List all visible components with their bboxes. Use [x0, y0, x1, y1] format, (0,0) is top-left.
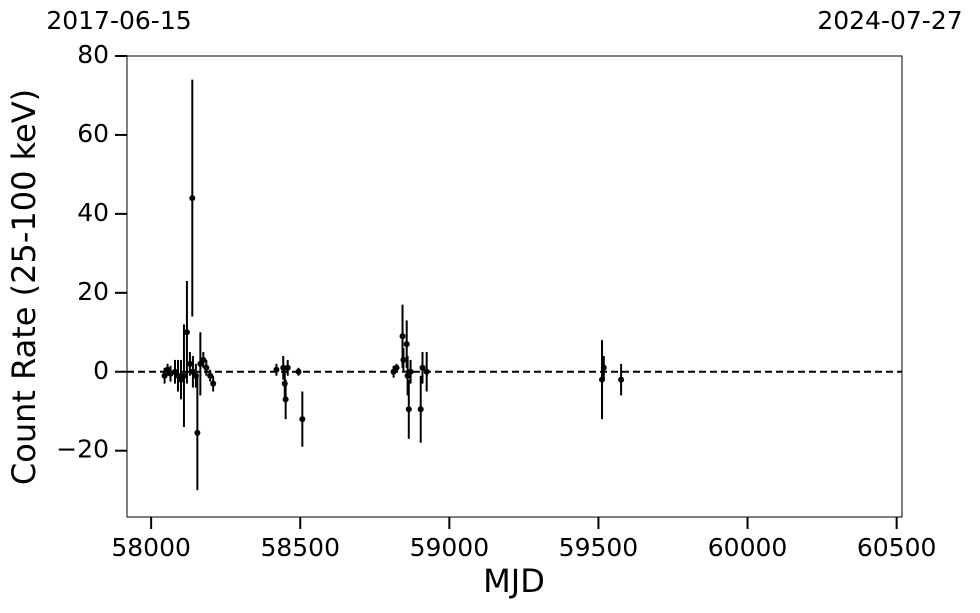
x-tick-label: 60500 — [857, 533, 937, 562]
y-axis-label: Count Rate (25-100 keV) — [5, 89, 43, 485]
data-point — [284, 364, 291, 371]
data-point — [400, 356, 407, 363]
data-point — [393, 364, 400, 371]
data-point — [299, 416, 306, 423]
data-point — [423, 368, 430, 375]
data-point — [186, 360, 193, 367]
data-point — [207, 372, 214, 379]
data-point — [417, 406, 424, 413]
data-point — [200, 356, 207, 363]
data-point — [407, 368, 414, 375]
x-tick-label: 58500 — [260, 533, 340, 562]
data-point — [295, 368, 302, 375]
start-date: 2017-06-15 — [46, 6, 191, 35]
x-axis-label: MJD — [483, 562, 545, 600]
x-tick-label: 59500 — [559, 533, 639, 562]
data-point — [419, 364, 426, 371]
data-point — [618, 376, 625, 383]
data-point — [403, 341, 410, 348]
y-tick-label: 80 — [77, 40, 109, 69]
y-tick-label: 40 — [77, 198, 109, 227]
data-point — [399, 333, 406, 340]
x-tick-label: 59000 — [410, 533, 490, 562]
data-point — [273, 366, 280, 373]
x-tick-label: 60000 — [708, 533, 788, 562]
end-date: 2024-07-27 — [817, 6, 962, 35]
y-tick-label: 20 — [77, 277, 109, 306]
data-point — [405, 406, 412, 413]
data-point — [167, 370, 174, 377]
y-tick-label: −20 — [56, 435, 109, 464]
data-point — [194, 429, 201, 436]
data-point — [203, 364, 210, 371]
y-tick-label: 60 — [77, 119, 109, 148]
data-point — [180, 372, 187, 379]
data-point — [600, 364, 607, 371]
x-tick-label: 58000 — [111, 533, 191, 562]
data-point — [210, 380, 217, 387]
data-point — [189, 195, 196, 202]
data-point — [161, 372, 168, 379]
data-point — [282, 396, 289, 403]
y-tick-label: 0 — [93, 356, 109, 385]
data-point — [183, 329, 190, 336]
plot-frame — [126, 55, 903, 518]
